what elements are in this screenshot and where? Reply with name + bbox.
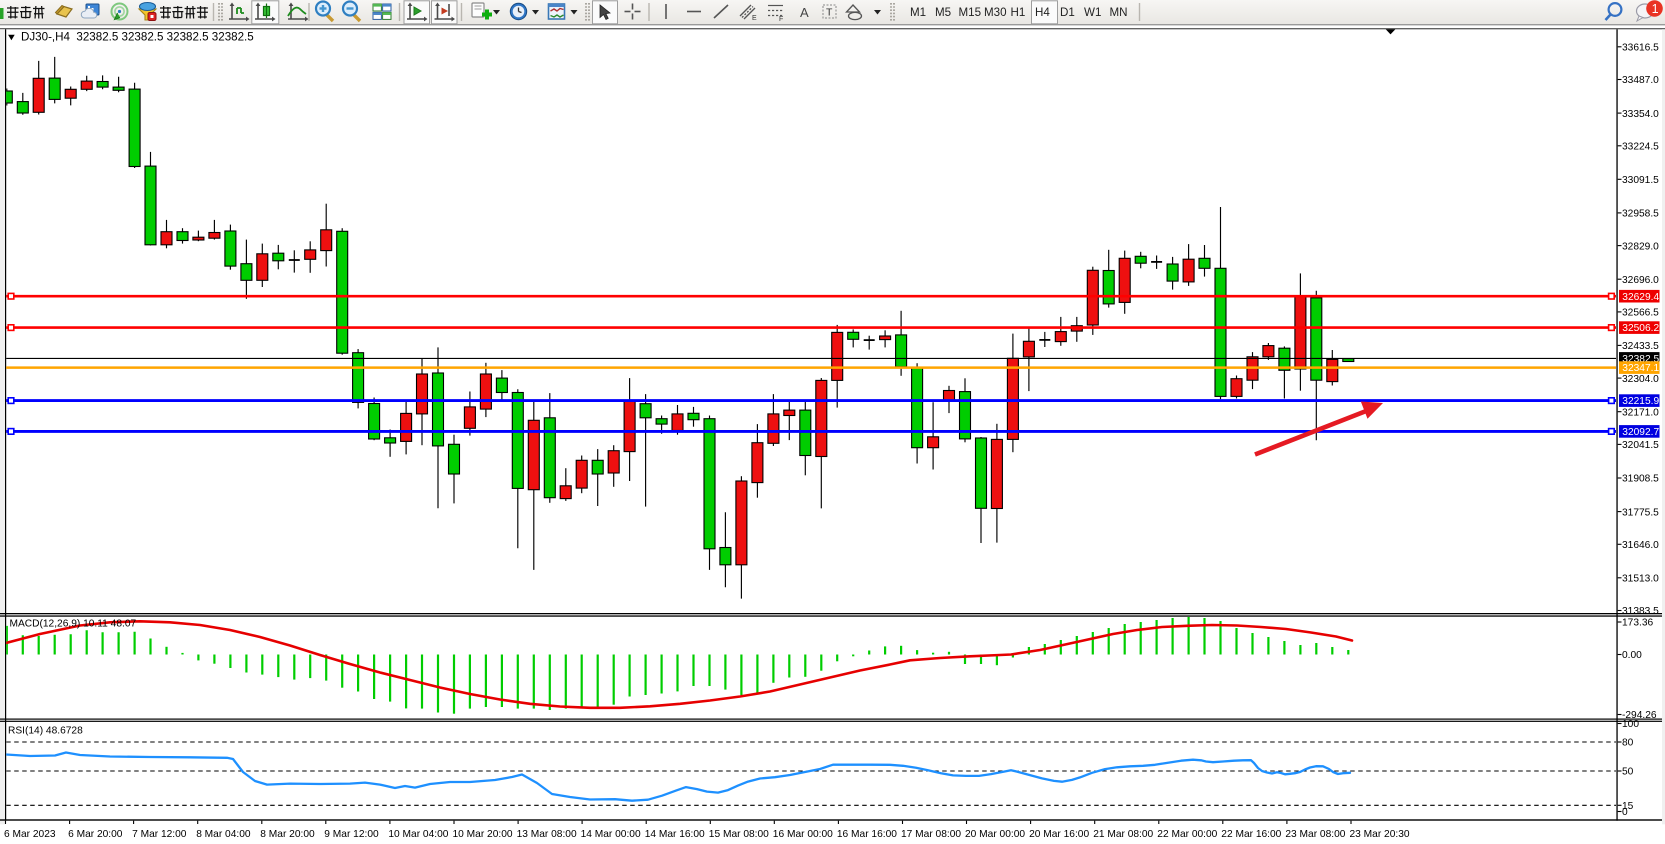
svg-text:33487.0: 33487.0 [1622, 75, 1659, 86]
svg-text:31908.5: 31908.5 [1622, 474, 1659, 485]
svg-text:32829.0: 32829.0 [1622, 241, 1659, 252]
svg-text:50: 50 [1622, 767, 1634, 778]
svg-text:23 Mar 08:00: 23 Mar 08:00 [1285, 829, 1345, 840]
svg-text:14 Mar 16:00: 14 Mar 16:00 [645, 829, 705, 840]
svg-text:31513.0: 31513.0 [1622, 574, 1659, 585]
svg-text:32566.5: 32566.5 [1622, 308, 1659, 319]
svg-text:13 Mar 08:00: 13 Mar 08:00 [517, 829, 577, 840]
svg-text:32433.5: 32433.5 [1622, 341, 1659, 352]
svg-text:16 Mar 16:00: 16 Mar 16:00 [837, 829, 897, 840]
svg-text:M5: M5 [935, 6, 951, 19]
svg-text:20 Mar 16:00: 20 Mar 16:00 [1029, 829, 1089, 840]
svg-text:H4: H4 [1035, 6, 1050, 19]
svg-text:15: 15 [1622, 801, 1634, 812]
svg-text:32696.0: 32696.0 [1622, 275, 1659, 286]
svg-text:33091.5: 33091.5 [1622, 175, 1659, 186]
svg-text:M30: M30 [984, 6, 1007, 19]
svg-text:0.00: 0.00 [1622, 650, 1642, 661]
svg-text:RSI(14) 48.6728: RSI(14) 48.6728 [8, 726, 83, 737]
svg-text:22 Mar 00:00: 22 Mar 00:00 [1157, 829, 1217, 840]
svg-text:32629.4: 32629.4 [1622, 292, 1659, 303]
svg-text:31646.0: 31646.0 [1622, 540, 1659, 551]
svg-text:16 Mar 00:00: 16 Mar 00:00 [773, 829, 833, 840]
svg-text:33224.5: 33224.5 [1622, 142, 1659, 153]
svg-text:33616.5: 33616.5 [1622, 43, 1659, 54]
svg-text:100: 100 [1622, 719, 1639, 730]
svg-text:-294.26: -294.26 [1622, 710, 1657, 721]
svg-text:32215.9: 32215.9 [1622, 396, 1659, 407]
svg-text:M1: M1 [910, 6, 926, 19]
svg-text:DJ30-,H4 32382.5 32382.5 3238: DJ30-,H4 32382.5 32382.5 32382.5 32382.5 [21, 31, 254, 44]
svg-text:M15: M15 [959, 6, 982, 19]
svg-text:32041.5: 32041.5 [1622, 440, 1659, 451]
svg-text:32171.0: 32171.0 [1622, 407, 1659, 418]
svg-text:T: T [826, 7, 833, 19]
svg-text:32958.5: 32958.5 [1622, 209, 1659, 220]
svg-text:17 Mar 08:00: 17 Mar 08:00 [901, 829, 961, 840]
svg-text:31775.5: 31775.5 [1622, 507, 1659, 518]
svg-text:MN: MN [1110, 6, 1128, 19]
svg-text:A: A [800, 5, 809, 20]
svg-text:31383.5: 31383.5 [1622, 606, 1659, 617]
svg-text:33354.0: 33354.0 [1622, 109, 1659, 120]
svg-text:0: 0 [1622, 807, 1628, 818]
svg-text:8 Mar 20:00: 8 Mar 20:00 [260, 829, 315, 840]
svg-text:14 Mar 00:00: 14 Mar 00:00 [581, 829, 641, 840]
svg-text:7 Mar 12:00: 7 Mar 12:00 [132, 829, 187, 840]
svg-text:32347.1: 32347.1 [1622, 363, 1659, 374]
svg-text:32506.2: 32506.2 [1622, 323, 1659, 334]
svg-text:10 Mar 20:00: 10 Mar 20:00 [453, 829, 513, 840]
svg-text:80: 80 [1622, 738, 1634, 749]
svg-text:6 Mar 20:00: 6 Mar 20:00 [68, 829, 123, 840]
svg-text:W1: W1 [1084, 6, 1101, 19]
svg-text:E: E [752, 15, 757, 22]
svg-text:MACD(12,26,9) 10.11 48.07: MACD(12,26,9) 10.11 48.07 [10, 619, 137, 630]
svg-text:21 Mar 08:00: 21 Mar 08:00 [1093, 829, 1153, 840]
svg-text:32382.5: 32382.5 [1622, 354, 1659, 365]
svg-text:8 Mar 04:00: 8 Mar 04:00 [196, 829, 251, 840]
svg-text:6 Mar 2023: 6 Mar 2023 [4, 829, 56, 840]
svg-text:32304.0: 32304.0 [1622, 374, 1659, 385]
svg-text:10 Mar 04:00: 10 Mar 04:00 [388, 829, 448, 840]
svg-text:1: 1 [1652, 2, 1659, 16]
svg-text:22 Mar 16:00: 22 Mar 16:00 [1221, 829, 1281, 840]
svg-text:32092.7: 32092.7 [1622, 427, 1659, 438]
svg-text:15 Mar 08:00: 15 Mar 08:00 [709, 829, 769, 840]
svg-text:9 Mar 12:00: 9 Mar 12:00 [324, 829, 379, 840]
svg-text:173.36: 173.36 [1622, 618, 1653, 629]
svg-text:D1: D1 [1060, 6, 1075, 19]
svg-text:23 Mar 20:30: 23 Mar 20:30 [1350, 829, 1410, 840]
svg-text:F: F [779, 16, 783, 23]
svg-text:20 Mar 00:00: 20 Mar 00:00 [965, 829, 1025, 840]
svg-text:H1: H1 [1011, 6, 1026, 19]
